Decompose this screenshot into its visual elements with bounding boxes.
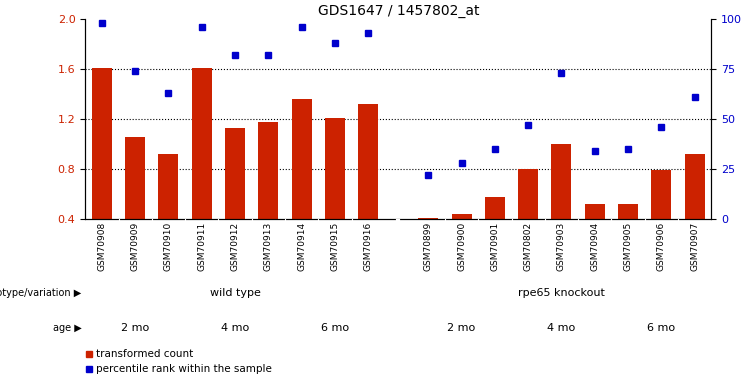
Text: GSM70905: GSM70905 [624,222,633,272]
Text: GSM70904: GSM70904 [591,222,599,272]
Bar [651,171,671,219]
Text: 4 mo: 4 mo [221,323,249,333]
Text: GSM70914: GSM70914 [297,222,306,272]
Text: GSM70911: GSM70911 [197,222,206,272]
Text: GSM70916: GSM70916 [364,222,373,272]
Text: GSM70907: GSM70907 [690,222,700,272]
Text: rpe65 knockout: rpe65 knockout [518,288,605,298]
Text: GSM70915: GSM70915 [330,222,339,272]
Text: age ▶: age ▶ [53,323,82,333]
Bar [518,169,538,219]
Text: transformed count: transformed count [96,349,193,359]
Bar [92,68,112,219]
Text: GSM70903: GSM70903 [557,222,566,272]
Text: GSM70901: GSM70901 [491,222,499,272]
Bar [485,197,505,219]
Title: GDS1647 / 1457802_at: GDS1647 / 1457802_at [318,4,479,18]
Text: GSM70900: GSM70900 [457,222,466,272]
Text: 4 mo: 4 mo [548,323,576,333]
Bar [451,214,471,219]
Bar [585,204,605,219]
Bar [159,154,179,219]
Bar [551,144,571,219]
Text: GSM70910: GSM70910 [164,222,173,272]
Bar [292,99,312,219]
Text: GSM70912: GSM70912 [230,222,239,272]
Text: genotype/variation ▶: genotype/variation ▶ [0,288,82,298]
Bar [259,122,279,219]
Text: 2 mo: 2 mo [121,323,149,333]
Bar [125,136,145,219]
Bar [685,154,705,219]
Text: GSM70913: GSM70913 [264,222,273,272]
Text: GSM70908: GSM70908 [97,222,107,272]
Bar [418,218,438,219]
Text: 6 mo: 6 mo [321,323,349,333]
Text: wild type: wild type [210,288,261,298]
Text: 6 mo: 6 mo [648,323,676,333]
Bar [225,128,245,219]
Text: GSM70899: GSM70899 [424,222,433,272]
Text: GSM70909: GSM70909 [130,222,139,272]
Bar [325,118,345,219]
Text: 2 mo: 2 mo [448,323,476,333]
Bar [359,104,379,219]
Text: percentile rank within the sample: percentile rank within the sample [96,364,273,374]
Text: GSM70906: GSM70906 [657,222,666,272]
Bar [192,68,212,219]
Text: GSM70802: GSM70802 [524,222,533,272]
Bar [618,204,638,219]
